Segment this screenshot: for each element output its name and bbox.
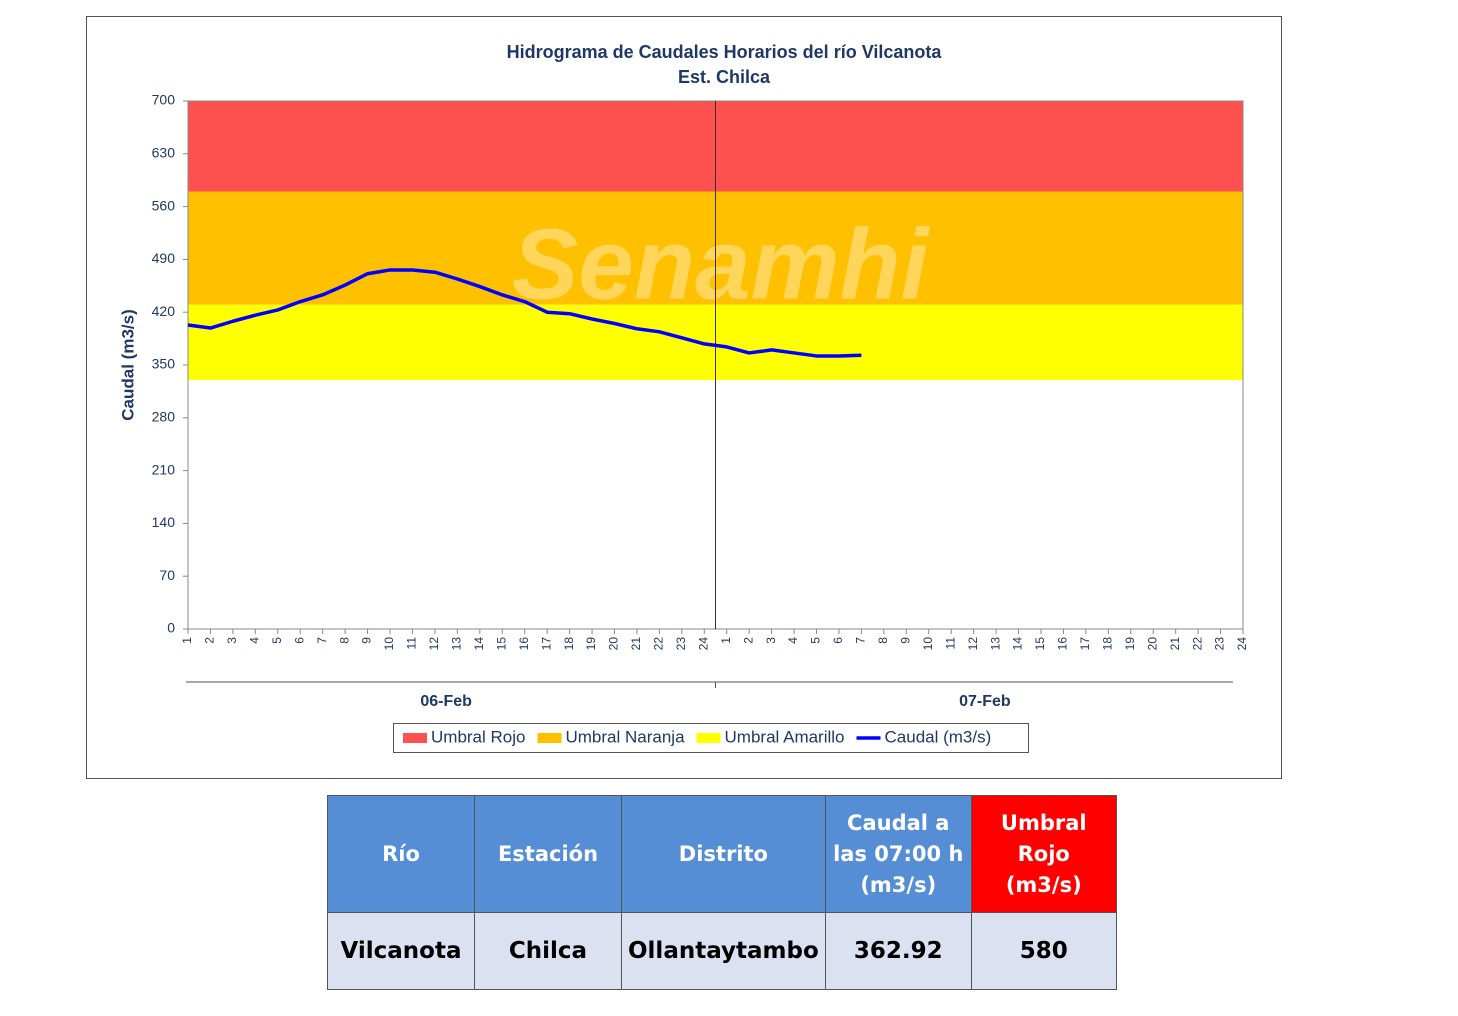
data-row: Vilcanota Chilca Ollantaytambo 362.92 58… xyxy=(327,912,1117,990)
chart-subtitle: Est. Chilca xyxy=(678,67,771,87)
x-tick-label: 17 xyxy=(539,637,553,651)
header-cell: Umbral Rojo (m3/s) xyxy=(970,795,1117,913)
x-tick-label: 13 xyxy=(988,637,1002,651)
x-tick-label: 2 xyxy=(741,637,755,644)
header-cell: Caudal a las 07:00 h (m3/s) xyxy=(824,795,972,913)
x-tick-label: 24 xyxy=(696,637,710,651)
x-tick-label: 22 xyxy=(652,637,666,651)
x-tick-label: 3 xyxy=(764,637,778,644)
x-tick-label: 14 xyxy=(472,637,486,651)
x-tick-label: 23 xyxy=(674,637,688,651)
x-tick-label: 10 xyxy=(382,637,396,651)
cell: Chilca xyxy=(474,912,622,990)
header-row: Río Estación Distrito Caudal a las 07:00… xyxy=(327,795,1117,913)
caudal-line xyxy=(187,268,862,358)
x-tick-label: 18 xyxy=(1100,637,1114,651)
y-tick-label: 350 xyxy=(152,356,176,372)
header-cell: Río xyxy=(327,795,475,913)
y-tick-label: 630 xyxy=(152,145,176,161)
x-tick-label: 12 xyxy=(427,637,441,651)
y-tick-label: 700 xyxy=(152,92,176,108)
legend-swatch xyxy=(696,733,721,743)
y-tick-label: 490 xyxy=(152,250,176,266)
y-tick-label: 420 xyxy=(152,303,176,319)
x-tick-label: 10 xyxy=(921,637,935,651)
x-tick-label: 12 xyxy=(966,637,980,651)
x-tick-label: 22 xyxy=(1190,637,1204,651)
x-tick-label: 15 xyxy=(1033,637,1047,651)
x-tick-label: 9 xyxy=(898,637,912,644)
legend-label: Caudal (m3/s) xyxy=(885,727,992,746)
x-tick-label: 20 xyxy=(1145,637,1159,651)
x-tick-label: 18 xyxy=(562,637,576,651)
chart: Hidrograma de Caudales Horarios del río … xyxy=(86,16,1282,779)
x-tick-label: 24 xyxy=(1235,637,1249,651)
x-tick-label: 7 xyxy=(315,637,329,644)
x-tick-label: 16 xyxy=(517,637,531,651)
x-tick-label: 4 xyxy=(248,637,262,644)
y-axis-label: Caudal (m3/s) xyxy=(118,309,137,420)
x-tick-label: 23 xyxy=(1213,637,1227,651)
cell: 580 xyxy=(970,912,1117,990)
watermark: Senamhi xyxy=(512,208,931,320)
x-tick-label: 1 xyxy=(719,637,733,644)
y-tick-label: 140 xyxy=(152,514,176,530)
cell: 362.92 xyxy=(824,912,972,990)
x-tick-label: 6 xyxy=(292,637,306,644)
x-tick-label: 13 xyxy=(450,637,464,651)
legend-swatch xyxy=(403,733,427,743)
x-tick-label: 1 xyxy=(180,637,194,644)
x-tick-label: 2 xyxy=(203,637,217,644)
x-tick-label: 7 xyxy=(854,637,868,644)
header-cell: Distrito xyxy=(621,795,826,913)
header-cell: Estación xyxy=(474,795,622,913)
cell: Vilcanota xyxy=(327,912,475,990)
summary-table: Río Estación Distrito Caudal a las 07:00… xyxy=(327,795,1117,990)
y-tick-label: 70 xyxy=(159,567,175,583)
chart-title: Hidrograma de Caudales Horarios del río … xyxy=(507,42,943,62)
x-tick-label: 19 xyxy=(584,637,598,651)
x-tick-label: 3 xyxy=(225,637,239,644)
x-tick-label: 5 xyxy=(270,637,284,644)
cell: Ollantaytambo xyxy=(621,912,826,990)
x-tick-label: 15 xyxy=(494,637,508,651)
x-tick-label: 4 xyxy=(786,637,800,644)
x-tick-label: 9 xyxy=(360,637,374,644)
x-tick-label: 8 xyxy=(337,637,351,644)
x-tick-label: 21 xyxy=(629,637,643,651)
x-tick-label: 19 xyxy=(1123,637,1137,651)
x-tick-label: 5 xyxy=(809,637,823,644)
legend-label: Umbral Rojo xyxy=(431,727,525,746)
x-tick-label: 6 xyxy=(831,637,845,644)
y-tick-label: 0 xyxy=(167,620,175,636)
y-tick-label: 280 xyxy=(152,409,176,425)
legend-label: Umbral Naranja xyxy=(565,727,685,746)
x-tick-label: 17 xyxy=(1078,637,1092,651)
x-tick-label: 11 xyxy=(405,637,419,650)
x-tick-label: 16 xyxy=(1056,637,1070,651)
x-tick-label: 21 xyxy=(1168,637,1182,651)
x-tick-label: 11 xyxy=(943,637,957,650)
x-tick-label: 20 xyxy=(607,637,621,651)
legend-swatch xyxy=(537,733,562,743)
group-label: 06-Feb xyxy=(420,693,472,710)
group-label: 07-Feb xyxy=(959,693,1011,710)
legend-label: Umbral Amarillo xyxy=(725,727,845,746)
y-tick-label: 560 xyxy=(152,197,176,213)
x-tick-label: 8 xyxy=(876,637,890,644)
y-tick-label: 210 xyxy=(152,461,176,477)
x-tick-label: 14 xyxy=(1011,637,1025,651)
